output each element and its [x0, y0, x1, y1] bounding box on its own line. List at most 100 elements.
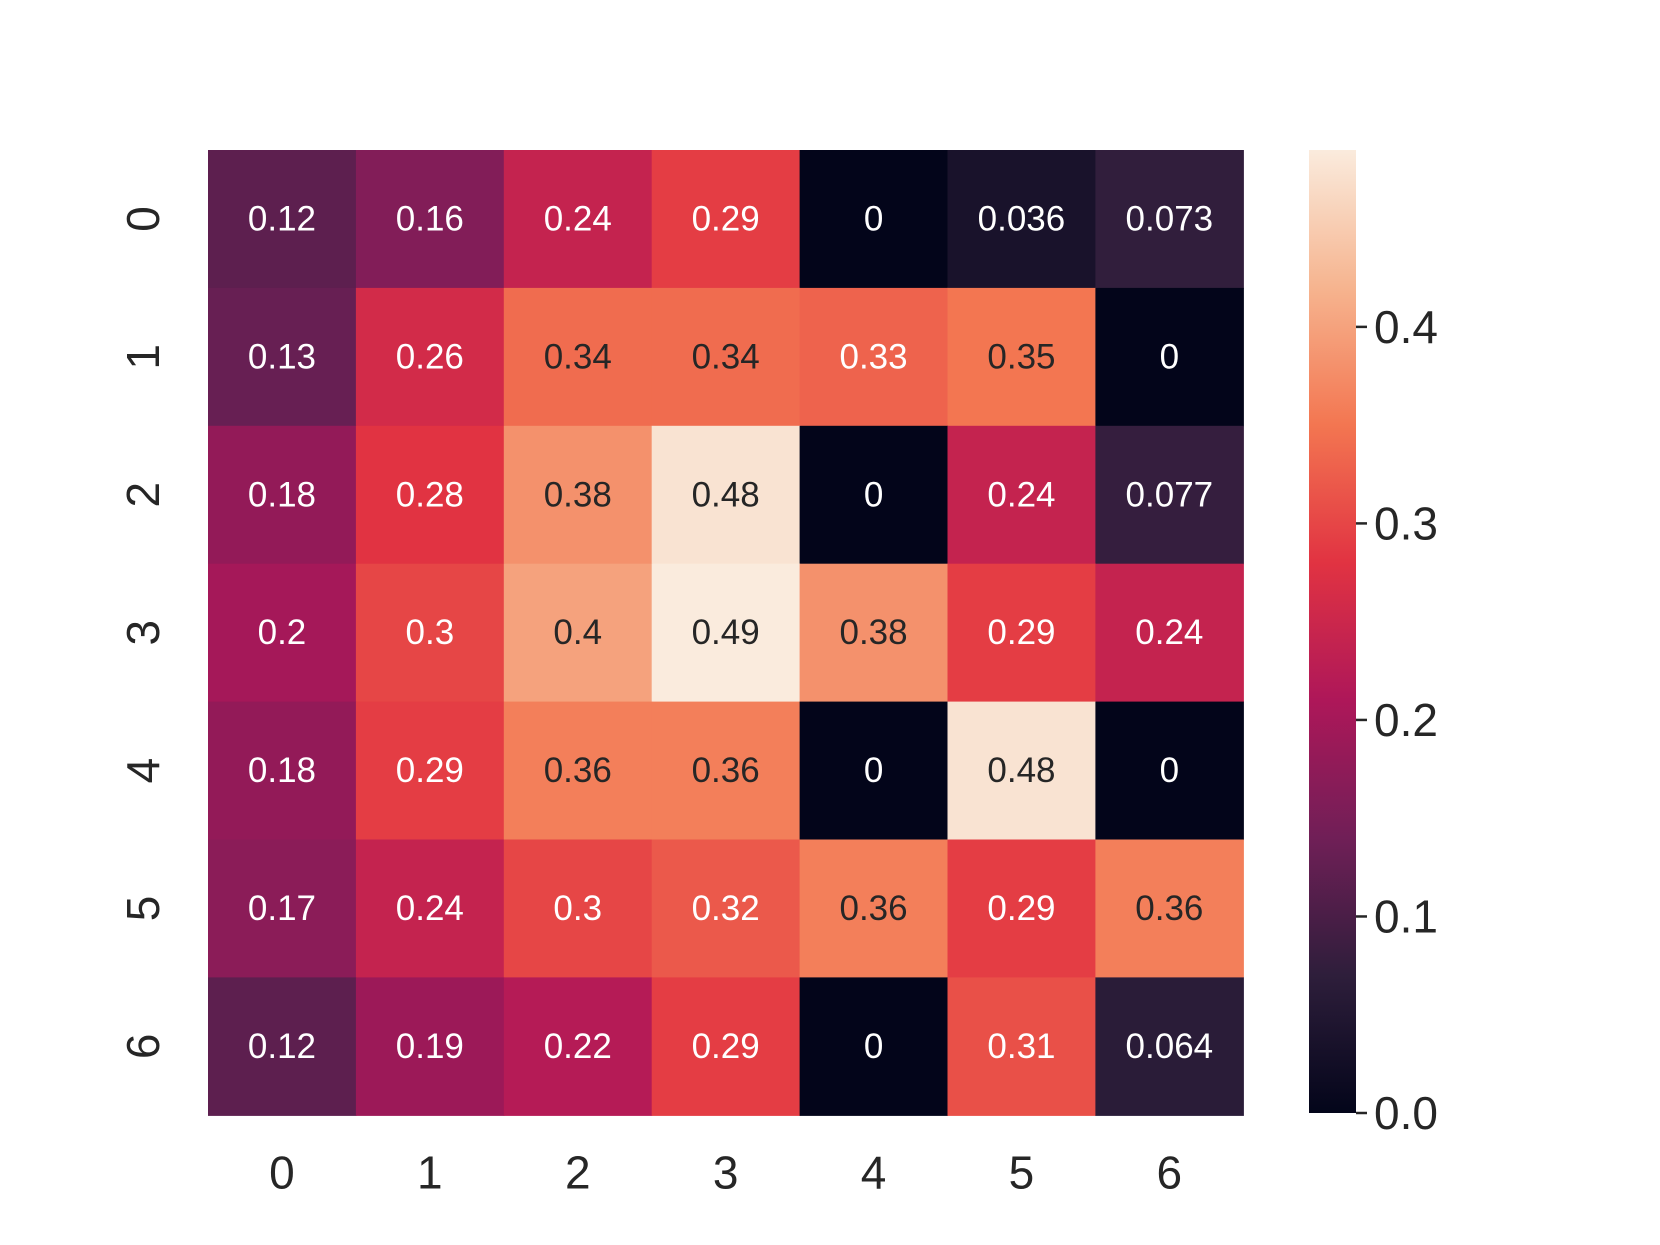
heatmap-cell	[208, 150, 357, 289]
heatmap-cell	[355, 150, 505, 289]
cell-value-label: 0	[864, 199, 883, 238]
heatmap-cell	[355, 701, 505, 841]
heatmap-cell	[947, 287, 1096, 427]
heatmap-cell	[355, 287, 505, 427]
colorbar-tick-label: 0.4	[1374, 301, 1438, 353]
cell-value-label: 0.22	[544, 1027, 612, 1066]
heatmap-cell	[799, 425, 949, 565]
cell-value-label: 0.36	[1135, 889, 1203, 928]
colorbar-tick-label: 0.1	[1374, 890, 1438, 942]
colorbar	[1309, 150, 1356, 1113]
heatmap-cell	[1095, 150, 1244, 289]
cell-value-label: 0.48	[692, 475, 760, 514]
heatmap-cell	[799, 563, 949, 703]
x-tick-label: 4	[861, 1146, 887, 1198]
cell-value-label: 0.36	[544, 751, 612, 790]
heatmap-cell	[355, 425, 505, 565]
heatmap-cell	[799, 977, 949, 1116]
heatmap-cell	[947, 839, 1096, 978]
heatmap-cell	[355, 977, 505, 1116]
cell-value-label: 0.036	[978, 199, 1066, 238]
y-tick-label: 1	[117, 344, 169, 370]
heatmap-cell	[208, 425, 357, 565]
cell-value-label: 0.34	[692, 337, 760, 376]
heatmap-cell	[947, 977, 1096, 1116]
colorbar-tick-label: 0.3	[1374, 497, 1438, 549]
heatmap-cell	[1095, 701, 1244, 841]
heatmap-cell	[651, 701, 801, 841]
cell-value-label: 0.24	[987, 475, 1055, 514]
cell-value-label: 0	[864, 1027, 883, 1066]
cell-value-label: 0.3	[553, 889, 602, 928]
y-tick-label: 3	[117, 620, 169, 646]
heatmap-cell	[208, 701, 357, 841]
heatmap-cell	[503, 563, 653, 703]
heatmap-cell	[503, 287, 653, 427]
cell-value-label: 0.29	[987, 889, 1055, 928]
heatmap-cell	[503, 839, 653, 978]
cell-value-label: 0.24	[396, 889, 464, 928]
y-tick-label: 6	[117, 1034, 169, 1060]
heatmap-cell	[1095, 839, 1244, 978]
heatmap-cells	[208, 150, 1244, 1116]
heatmap-cell	[208, 287, 357, 427]
cell-value-label: 0.38	[544, 475, 612, 514]
colorbar-tick-label: 0.2	[1374, 694, 1438, 746]
heatmap-cell	[947, 425, 1096, 565]
cell-value-label: 0.49	[692, 613, 760, 652]
y-tick-label: 0	[117, 206, 169, 232]
cell-value-label: 0.28	[396, 475, 464, 514]
x-tick-label: 5	[1009, 1146, 1035, 1198]
cell-value-label: 0.36	[839, 889, 907, 928]
heatmap-cell	[503, 701, 653, 841]
cell-value-label: 0.19	[396, 1027, 464, 1066]
cell-value-label: 0.18	[248, 751, 316, 790]
heatmap-cell	[208, 977, 357, 1116]
cell-value-label: 0	[864, 751, 883, 790]
heatmap-cell	[651, 425, 801, 565]
cell-value-label: 0.18	[248, 475, 316, 514]
heatmap-cell	[799, 839, 949, 978]
y-tick-label: 5	[117, 896, 169, 922]
cell-value-label: 0.34	[544, 337, 612, 376]
cell-value-label: 0.24	[1135, 613, 1203, 652]
heatmap-cell	[208, 839, 357, 978]
heatmap-cell	[355, 563, 505, 703]
cell-value-label: 0.38	[839, 613, 907, 652]
heatmap-cell	[651, 150, 801, 289]
cell-value-label: 0.35	[987, 337, 1055, 376]
heatmap-cell	[355, 839, 505, 978]
heatmap-cell	[1095, 287, 1244, 427]
cell-value-label: 0.073	[1126, 199, 1214, 238]
y-tick-label: 4	[117, 758, 169, 784]
x-tick-label: 3	[713, 1146, 739, 1198]
cell-value-label: 0.29	[692, 1027, 760, 1066]
heatmap-cell	[651, 839, 801, 978]
cell-value-label: 0.3	[406, 613, 455, 652]
cell-value-label: 0.13	[248, 337, 316, 376]
cell-value-label: 0	[1160, 751, 1179, 790]
y-tick-label: 2	[117, 482, 169, 508]
cell-value-label: 0.33	[839, 337, 907, 376]
heatmap-cell	[651, 563, 801, 703]
heatmap-cell	[208, 563, 357, 703]
cell-value-label: 0.32	[692, 889, 760, 928]
cell-value-label: 0.48	[987, 751, 1055, 790]
cell-value-label: 0	[1160, 337, 1179, 376]
cell-value-label: 0.29	[987, 613, 1055, 652]
heatmap-cell	[503, 977, 653, 1116]
cell-value-label: 0.4	[553, 613, 602, 652]
cell-value-label: 0.29	[396, 751, 464, 790]
cell-value-label: 0.24	[544, 199, 612, 238]
heatmap-cell	[503, 425, 653, 565]
cell-value-label: 0	[864, 475, 883, 514]
heatmap-cell	[947, 150, 1096, 289]
x-tick-label: 2	[565, 1146, 591, 1198]
heatmap-cell	[799, 287, 949, 427]
x-tick-label: 1	[417, 1146, 443, 1198]
cell-value-label: 0.12	[248, 199, 316, 238]
heatmap-cell	[947, 563, 1096, 703]
y-axis-tick-labels: 0 1 2 3 4 5 6	[117, 206, 169, 1059]
heatmap-cell	[1095, 425, 1244, 565]
